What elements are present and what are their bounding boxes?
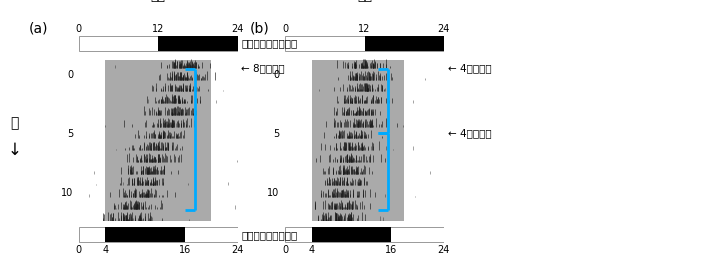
Bar <box>311 60 405 231</box>
Text: 0: 0 <box>76 245 82 255</box>
Text: ← 4時間前進: ← 4時間前進 <box>448 128 491 138</box>
Text: 時間: 時間 <box>150 0 165 3</box>
Bar <box>311 227 391 242</box>
Text: ← 4時間前進: ← 4時間前進 <box>448 63 491 73</box>
Text: 12: 12 <box>152 24 165 34</box>
Text: 時差前の昭夙リズム: 時差前の昭夙リズム <box>241 38 297 48</box>
Text: 12: 12 <box>358 24 371 34</box>
Text: 0: 0 <box>282 245 289 255</box>
Text: ↓: ↓ <box>7 141 21 159</box>
Text: 0: 0 <box>76 24 82 34</box>
Text: (b): (b) <box>249 22 269 36</box>
Text: 24: 24 <box>437 245 450 255</box>
Text: 4: 4 <box>309 245 314 255</box>
Text: 日: 日 <box>10 116 19 130</box>
Text: 24: 24 <box>437 24 450 34</box>
Text: ← 8時間前進: ← 8時間前進 <box>241 63 285 73</box>
Bar <box>105 60 211 231</box>
Bar <box>105 227 185 242</box>
Text: 時差後の昭夙リズム: 時差後の昭夙リズム <box>241 230 297 240</box>
Bar <box>158 36 238 51</box>
Text: 16: 16 <box>178 245 190 255</box>
Text: (a): (a) <box>29 22 48 36</box>
Text: 24: 24 <box>231 24 243 34</box>
Text: 4: 4 <box>102 245 108 255</box>
Text: 24: 24 <box>231 245 243 255</box>
Bar <box>364 36 444 51</box>
Text: 0: 0 <box>282 24 289 34</box>
Text: 時間: 時間 <box>357 0 372 3</box>
Text: 16: 16 <box>385 245 397 255</box>
